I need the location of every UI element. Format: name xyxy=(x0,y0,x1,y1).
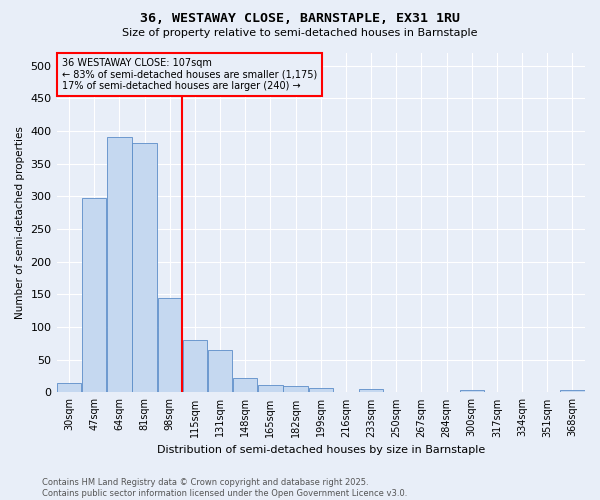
Bar xyxy=(359,388,383,392)
Text: 36 WESTAWAY CLOSE: 107sqm
← 83% of semi-detached houses are smaller (1,175)
17% : 36 WESTAWAY CLOSE: 107sqm ← 83% of semi-… xyxy=(62,58,317,91)
Bar xyxy=(183,340,207,392)
Bar xyxy=(283,386,308,392)
Bar xyxy=(258,384,283,392)
Bar xyxy=(308,388,333,392)
Bar xyxy=(460,390,484,392)
Text: Contains HM Land Registry data © Crown copyright and database right 2025.
Contai: Contains HM Land Registry data © Crown c… xyxy=(42,478,407,498)
Bar xyxy=(107,138,131,392)
Bar xyxy=(560,390,584,392)
Bar xyxy=(57,382,82,392)
Bar xyxy=(208,350,232,393)
Text: 36, WESTAWAY CLOSE, BARNSTAPLE, EX31 1RU: 36, WESTAWAY CLOSE, BARNSTAPLE, EX31 1RU xyxy=(140,12,460,26)
Text: Size of property relative to semi-detached houses in Barnstaple: Size of property relative to semi-detach… xyxy=(122,28,478,38)
Bar xyxy=(233,378,257,392)
Y-axis label: Number of semi-detached properties: Number of semi-detached properties xyxy=(15,126,25,319)
Bar xyxy=(82,198,106,392)
Bar xyxy=(133,142,157,392)
X-axis label: Distribution of semi-detached houses by size in Barnstaple: Distribution of semi-detached houses by … xyxy=(157,445,485,455)
Bar xyxy=(158,298,182,392)
